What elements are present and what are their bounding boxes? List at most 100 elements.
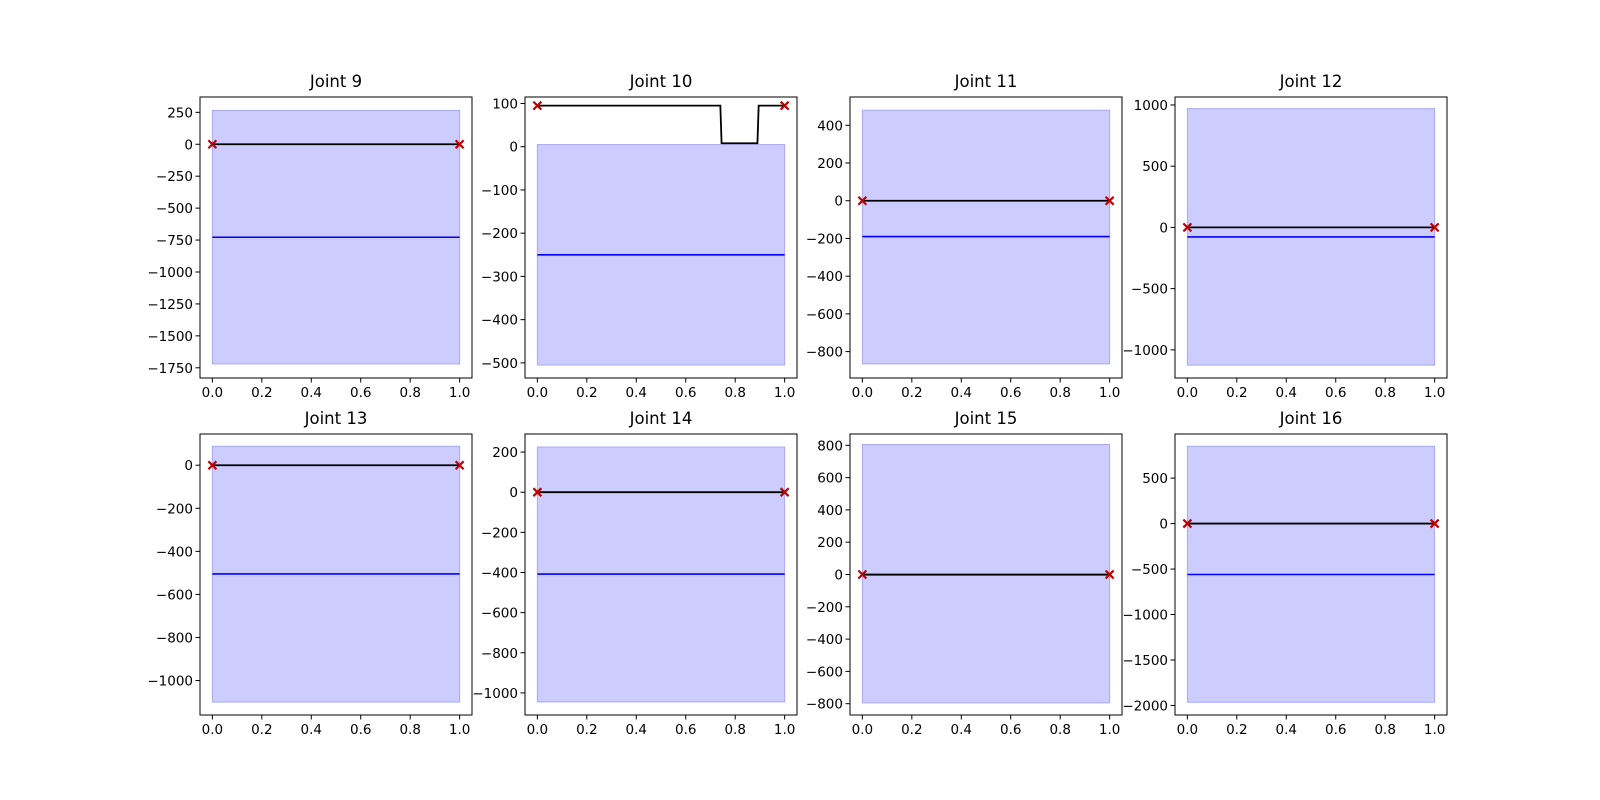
y-tick-label: −200	[156, 501, 193, 517]
subplot-title: Joint 16	[1279, 409, 1343, 428]
axes-frame	[199, 433, 473, 716]
subplot-title: Joint 10	[629, 72, 693, 91]
x-tick-label: 0.4	[301, 385, 322, 401]
axes-frame	[849, 96, 1123, 379]
y-tick-label: −1000	[147, 265, 193, 281]
subplot-2: 0.0 0.2 0.4 0.6 0.8 1.0 100 0 −100 −200 −300 −400 −5…	[481, 72, 798, 401]
subplot-title: Joint 9	[309, 72, 362, 91]
x-tick-label: 0.6	[1325, 385, 1346, 401]
subplot-title: Joint 14	[629, 409, 693, 428]
y-tick-label: −800	[156, 630, 193, 646]
x-tick-label: 1.0	[774, 722, 795, 738]
subplot-title: Joint 13	[304, 409, 368, 428]
x-tick-label: 0.2	[576, 722, 597, 738]
y-tick-label: −400	[481, 565, 518, 581]
endpoint-marker	[857, 195, 868, 206]
x-tick-label: 0.8	[1049, 385, 1070, 401]
x-tick-label: 0.6	[1000, 722, 1021, 738]
y-tick-label: 250	[167, 105, 193, 121]
x-tick-label: 0.0	[202, 722, 223, 738]
x-tick-label: 0.6	[1325, 722, 1346, 738]
y-tick-label: −200	[481, 525, 518, 541]
y-tick-label: −600	[806, 307, 843, 323]
y-tick-label: 0	[509, 485, 518, 501]
x-tick-label: 0.6	[675, 385, 696, 401]
y-tick-label: 0	[184, 137, 193, 153]
subplot-title: Joint 15	[954, 409, 1018, 428]
y-tick-label: −2000	[1122, 698, 1168, 714]
axes-frame	[524, 433, 798, 716]
x-tick-label: 0.6	[675, 722, 696, 738]
endpoint-marker	[1429, 518, 1440, 529]
y-tick-label: 0	[834, 568, 843, 584]
y-tick-label: −800	[806, 697, 843, 713]
y-tick-label: −1000	[147, 674, 193, 690]
y-tick-label: −1750	[147, 361, 193, 377]
axes-frame	[1174, 96, 1448, 379]
x-tick-label: 0.8	[1374, 385, 1395, 401]
x-tick-label: 0.2	[251, 385, 272, 401]
x-tick-label: 0.4	[1276, 722, 1297, 738]
y-tick-label: −300	[481, 269, 518, 285]
axes-frame	[1174, 433, 1448, 716]
x-tick-label: 0.8	[724, 722, 745, 738]
endpoint-marker	[532, 487, 543, 497]
x-tick-label: 0.6	[350, 385, 371, 401]
x-tick-label: 0.0	[527, 722, 548, 738]
y-tick-label: 0	[834, 194, 843, 210]
x-tick-label: 0.8	[399, 722, 420, 738]
x-tick-label: 0.4	[626, 385, 647, 401]
y-tick-label: −400	[806, 269, 843, 285]
endpoint-marker	[1429, 222, 1440, 233]
x-tick-label: 0.2	[1226, 722, 1247, 738]
x-tick-label: 0.2	[1226, 385, 1247, 401]
x-tick-label: 0.4	[1276, 385, 1297, 401]
y-tick-label: −1000	[472, 686, 518, 702]
y-tick-label: −500	[156, 201, 193, 217]
axes-frame	[524, 96, 798, 379]
endpoint-marker	[1104, 195, 1115, 206]
y-tick-label: −100	[481, 183, 518, 199]
y-tick-label: −200	[481, 226, 518, 242]
endpoint-marker	[779, 100, 790, 111]
y-tick-label: 0	[1159, 220, 1168, 236]
y-tick-label: 500	[1142, 471, 1168, 487]
x-tick-label: 1.0	[449, 385, 470, 401]
y-tick-label: 400	[817, 503, 843, 519]
y-tick-label: −500	[1131, 562, 1168, 578]
subplot-7: 0.0 0.2 0.4 0.6 0.8 1.0 800 600 400 200 0 −200 −400 −…	[806, 409, 1123, 738]
x-tick-label: 0.8	[1374, 722, 1395, 738]
y-tick-label: −400	[806, 632, 843, 648]
y-tick-label: −200	[806, 231, 843, 247]
y-tick-label: 1000	[1134, 98, 1168, 114]
y-tick-label: −1250	[147, 297, 193, 313]
x-tick-label: 0.4	[951, 722, 972, 738]
subplot-title: Joint 11	[954, 72, 1018, 91]
y-tick-label: 400	[817, 118, 843, 134]
x-tick-label: 1.0	[1099, 722, 1120, 738]
y-tick-label: −500	[1131, 282, 1168, 298]
y-tick-label: 200	[492, 445, 518, 461]
y-tick-label: 100	[492, 96, 518, 112]
y-tick-label: 600	[817, 471, 843, 487]
y-tick-label: −400	[481, 313, 518, 329]
subplot-title: Joint 12	[1279, 72, 1343, 91]
trajectory-line	[537, 104, 785, 145]
y-tick-label: −600	[156, 587, 193, 603]
subplot-6: 0.0 0.2 0.4 0.6 0.8 1.0 200 0 −200 −400 −600 −800 −1…	[472, 409, 798, 738]
x-tick-label: 1.0	[1424, 385, 1445, 401]
y-tick-label: 0	[184, 458, 193, 474]
y-tick-label: −800	[481, 646, 518, 662]
x-tick-label: 1.0	[1424, 722, 1445, 738]
y-tick-label: −750	[156, 233, 193, 249]
y-tick-label: −1500	[147, 329, 193, 345]
x-tick-label: 0.8	[1049, 722, 1070, 738]
x-tick-label: 0.0	[852, 722, 873, 738]
x-tick-label: 0.2	[576, 385, 597, 401]
x-tick-label: 0.8	[399, 385, 420, 401]
x-tick-label: 0.2	[901, 385, 922, 401]
x-tick-label: 0.6	[1000, 385, 1021, 401]
endpoint-marker	[207, 139, 218, 150]
y-tick-label: 800	[817, 438, 843, 454]
